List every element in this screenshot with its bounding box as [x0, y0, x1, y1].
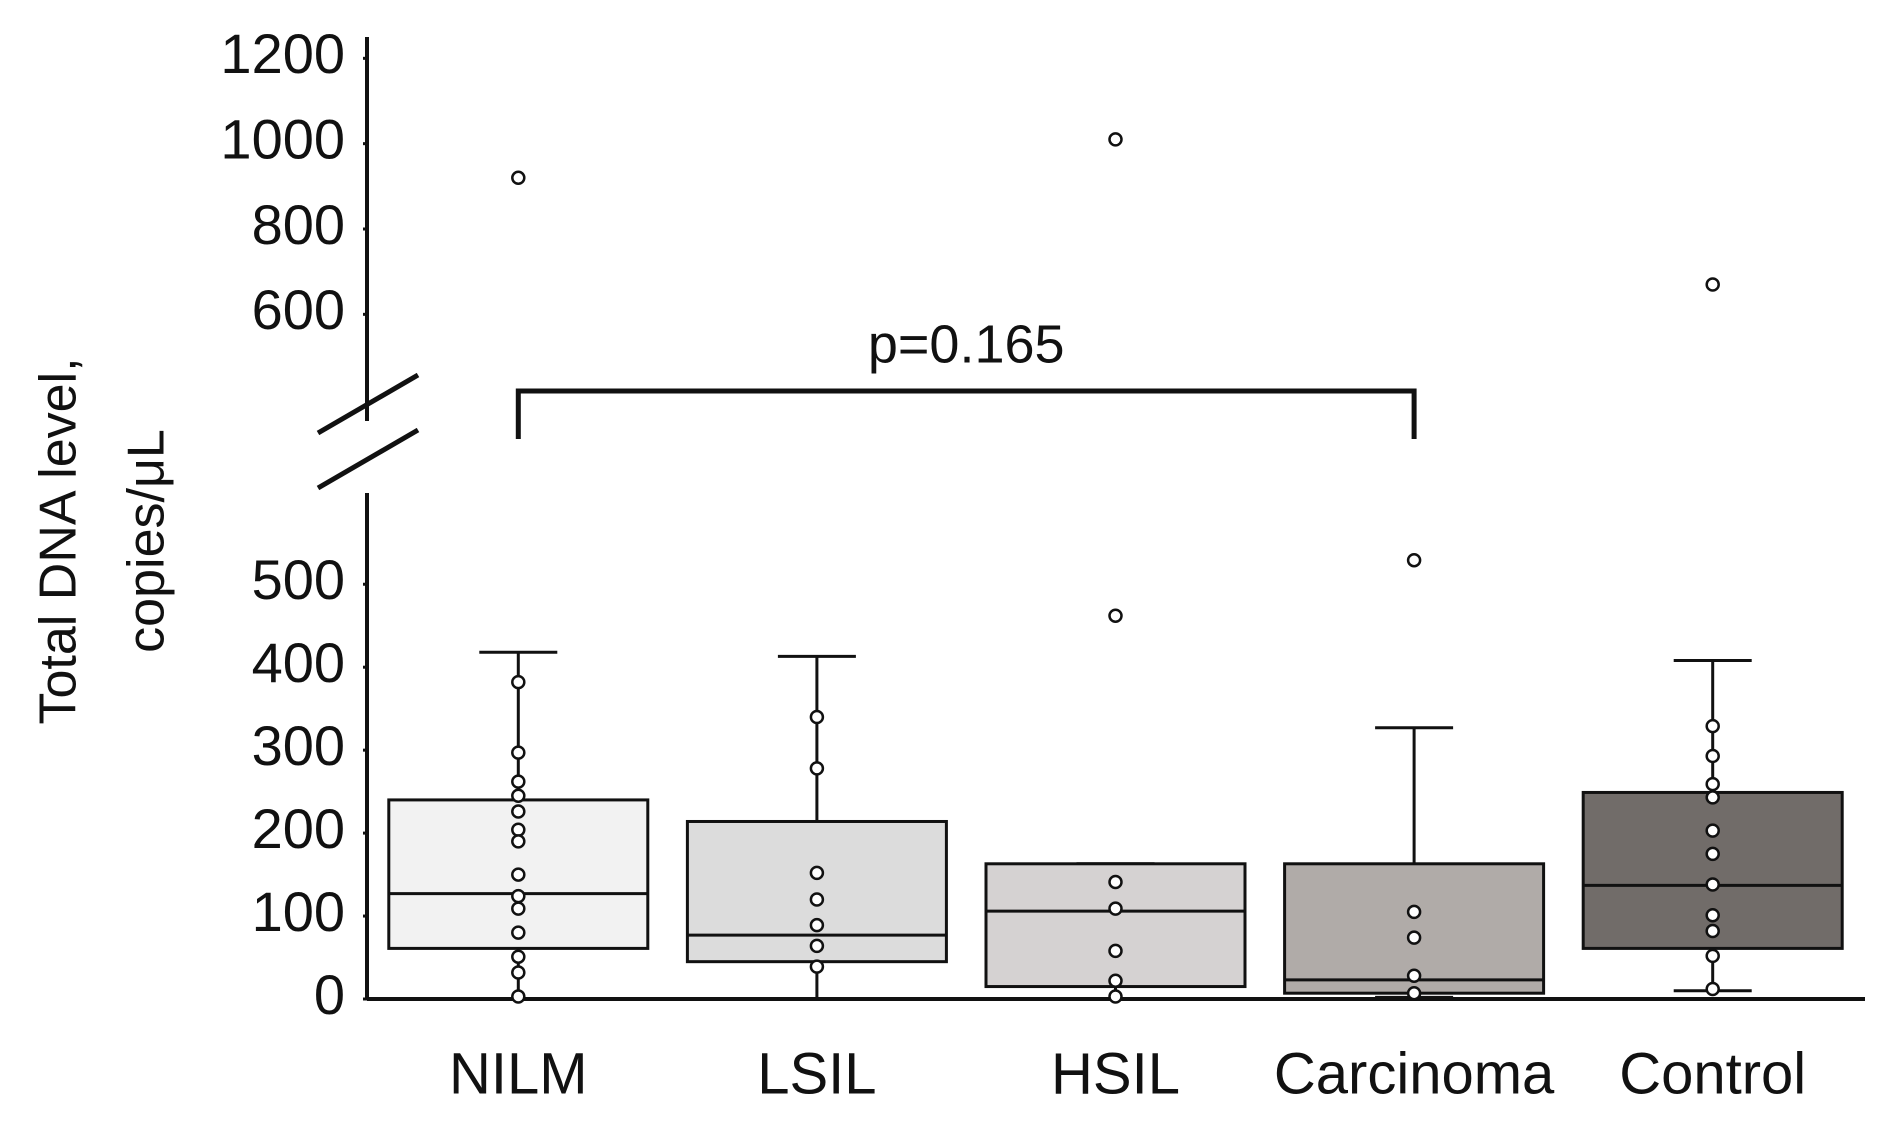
y-tick-label: 1000 — [220, 107, 345, 170]
data-point — [1406, 904, 1422, 920]
data-point — [1406, 968, 1422, 984]
data-point — [1705, 846, 1720, 862]
data-point — [511, 867, 526, 882]
outlier — [511, 170, 526, 186]
data-point — [511, 949, 526, 964]
y-tick-label: 300 — [252, 714, 345, 777]
x-tick-label: LSIL — [757, 1041, 876, 1106]
data-point — [511, 965, 526, 980]
y-axis-label: copies/μL — [118, 429, 176, 653]
y-axis-label: Total DNA level, — [30, 357, 88, 724]
data-point — [511, 989, 526, 1004]
data-point — [511, 804, 526, 819]
data-point — [809, 761, 825, 776]
y-tick-label: 500 — [252, 548, 345, 611]
annotation: p=0.165 — [868, 314, 1065, 374]
data-point — [1108, 989, 1123, 1004]
outlier — [1705, 277, 1720, 292]
y-tick-label: 800 — [252, 193, 345, 256]
data-point — [809, 865, 825, 881]
data-point — [1705, 981, 1720, 997]
data-point — [1705, 790, 1720, 805]
data-point — [809, 892, 825, 907]
data-point — [1406, 985, 1422, 1001]
data-point — [1705, 748, 1720, 764]
y-tick-label: 1200 — [220, 22, 345, 85]
data-point — [511, 888, 526, 904]
x-tick-label: HSIL — [1051, 1041, 1180, 1106]
data-point — [809, 709, 825, 725]
data-point — [511, 901, 526, 916]
data-point — [511, 822, 526, 838]
outlier — [1108, 132, 1123, 147]
data-point — [1108, 973, 1123, 989]
data-point — [1108, 943, 1123, 959]
outlier — [1406, 552, 1422, 568]
significance-bracket — [515, 388, 1417, 439]
box — [685, 819, 948, 964]
data-point — [511, 788, 526, 804]
data-point — [1705, 907, 1720, 923]
data-point — [1406, 930, 1422, 945]
data-point — [1108, 901, 1123, 916]
data-point — [1705, 823, 1720, 838]
y-tick-label: 200 — [252, 797, 345, 860]
data-point — [1705, 877, 1720, 892]
y-tick-label: 100 — [252, 880, 345, 943]
data-point — [809, 959, 825, 974]
data-point — [1705, 718, 1720, 734]
data-point — [511, 925, 526, 940]
data-point — [511, 774, 526, 789]
data-point — [511, 745, 526, 760]
outlier — [1108, 608, 1123, 624]
break-mark — [316, 427, 420, 491]
data-point — [1705, 776, 1720, 792]
y-tick-label: 400 — [252, 631, 345, 694]
x-tick-label: Carcinoma — [1274, 1041, 1555, 1106]
data-point — [1705, 948, 1720, 964]
data-point — [809, 917, 825, 933]
data-point — [1705, 923, 1720, 939]
data-point — [1108, 874, 1123, 890]
data-point — [511, 674, 526, 690]
y-tick-label: 0 — [314, 963, 345, 1026]
data-point — [511, 834, 526, 849]
y-tick-label: 600 — [252, 278, 345, 341]
x-tick-label: NILM — [449, 1041, 588, 1106]
data-point — [809, 938, 825, 954]
x-tick-label: Control — [1619, 1041, 1806, 1106]
